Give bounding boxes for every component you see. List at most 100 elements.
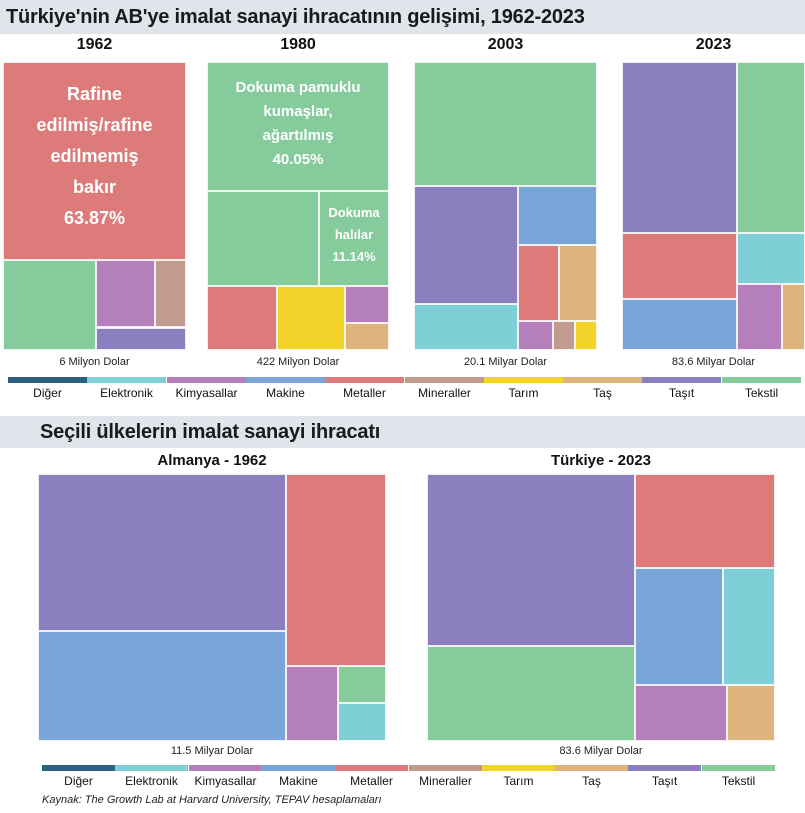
- legend-label-kimyasallar: Kimyasallar: [194, 774, 257, 788]
- section1-header: Türkiye'nin AB'ye imalat sanayi ihracatı…: [0, 0, 805, 34]
- treemap-cell-tas: [782, 284, 805, 350]
- treemap-cell-label-line: 40.05%: [272, 151, 324, 168]
- panel-title: 2023: [695, 36, 732, 53]
- total-label: 6 Milyon Dolar: [59, 356, 130, 368]
- treemap-cell-makine: [518, 186, 597, 245]
- legend-label-diger: Diğer: [64, 774, 93, 788]
- treemap-cell-tarim: [277, 286, 345, 350]
- legend-swatch-diger: [8, 377, 87, 383]
- legend-label-tas: Taş: [593, 386, 612, 400]
- treemap-2003: [414, 62, 597, 350]
- treemap-cell-elektronik: [338, 703, 386, 741]
- legend-label-diger: Diğer: [33, 386, 62, 400]
- legend-label-metaller: Metaller: [350, 774, 393, 788]
- legend-swatch-kimyasallar: [167, 377, 246, 383]
- treemap-1962: Rafine edilmiş/rafine edilmemiş bakır 63.87%: [3, 62, 186, 350]
- treemap-cell-label-line: kumaşlar,: [263, 103, 333, 120]
- total-label: 11.5 Milyar Dolar: [170, 745, 254, 757]
- legend-label-tas: Taş: [582, 774, 601, 788]
- legend-swatch-makine: [246, 377, 325, 383]
- panel-title: Türkiye - 2023: [550, 452, 652, 469]
- legend-label-tekstil: Tekstil: [744, 386, 779, 400]
- treemap-cell-kimyasallar: [635, 685, 727, 741]
- treemap-cell-kimyasallar: [286, 666, 338, 741]
- legend-swatch-tekstil: [702, 765, 775, 771]
- treemap-cell-tekstil: Dokuma pamuklu kumaşlar, ağartılmış 40.05%: [207, 62, 389, 191]
- legend-bottom: Diğer Elektronik Kimyasallar Makine Metaller…: [42, 765, 775, 789]
- treemap-cell-kimyasallar: [96, 260, 155, 327]
- treemap-cell-mineraller: [553, 321, 575, 350]
- legend-swatch-kimyasallar: [189, 765, 262, 771]
- legend-swatch-tasit: [628, 765, 701, 771]
- treemap-cell-metaller: [286, 474, 386, 666]
- treemap-cell-makine: [622, 299, 737, 350]
- treemap-cell-label-line: bakır: [72, 177, 117, 197]
- total-label: 20.1 Milyar Dolar: [463, 356, 548, 368]
- treemap-cell-metaller: [207, 286, 277, 350]
- section1-title: Türkiye'nin AB'ye imalat sanayi ihracatı…: [6, 6, 585, 28]
- treemap-cell-kimyasallar: [737, 284, 782, 350]
- legend-swatch-mineraller: [405, 377, 484, 383]
- section2-title: Seçili ülkelerin imalat sanayi ihracatı: [40, 421, 381, 443]
- source-note: Kaynak: The Growth Lab at Harvard Univer…: [42, 794, 382, 806]
- legend-swatch-tarim: [484, 377, 563, 383]
- legend-label-metaller: Metaller: [343, 386, 386, 400]
- treemap-cell-tas: [727, 685, 775, 741]
- treemap-cell-tekstil: [207, 191, 319, 286]
- legend-swatch-tarim: [482, 765, 555, 771]
- treemap-cell-label: Dokuma halılar 11.14%: [320, 202, 388, 268]
- treemap-cell-tasit: [414, 186, 518, 304]
- treemap-turkiye-2023: [427, 474, 775, 741]
- section2-header: Seçili ülkelerin imalat sanayi ihracatı: [0, 416, 805, 448]
- legend-top: Diğer Elektronik Kimyasallar Makine Metaller…: [8, 377, 801, 403]
- treemap-cell-metaller: [635, 474, 775, 568]
- treemap-cell-label-line: halılar: [334, 227, 374, 242]
- legend-label-elektronik: Elektronik: [100, 386, 153, 400]
- treemap-cell-elektronik: [723, 568, 775, 685]
- treemap-cell-tasit: [622, 62, 737, 233]
- treemap-cell-tekstil: [737, 62, 805, 233]
- legend-swatch-metaller: [325, 377, 404, 383]
- panel-title: 2003: [487, 36, 524, 53]
- treemap-cell-tekstil: Dokuma halılar 11.14%: [319, 191, 389, 286]
- treemap-cell-metaller: [622, 233, 737, 299]
- treemap-cell-label-line: 11.14%: [332, 249, 376, 264]
- treemap-cell-tarim: [575, 321, 597, 350]
- legend-label-mineraller: Mineraller: [419, 774, 472, 788]
- treemap-2023: [622, 62, 805, 350]
- treemap-cell-makine: [635, 568, 723, 685]
- treemap-cell-mineraller: [155, 260, 186, 327]
- legend-swatch-diger: [42, 765, 115, 771]
- legend-label-tekstil: Tekstil: [721, 774, 756, 788]
- legend-label-tasit: Taşıt: [651, 774, 678, 788]
- legend-swatch-makine: [262, 765, 335, 771]
- total-label: 83.6 Milyar Dolar: [671, 356, 756, 368]
- legend-label-makine: Makine: [266, 386, 305, 400]
- total-label: 422 Milyon Dolar: [256, 356, 340, 368]
- treemap-cell-metaller: [518, 245, 559, 321]
- treemap-cell-label-line: Dokuma: [328, 205, 380, 220]
- legend-swatch-elektronik: [115, 765, 188, 771]
- legend-swatch-elektronik: [87, 377, 166, 383]
- treemap-cell-tas: [345, 323, 389, 350]
- legend-label-elektronik: Elektronik: [125, 774, 178, 788]
- treemap-almanya-1962: [38, 474, 386, 741]
- legend-swatch-tekstil: [722, 377, 801, 383]
- treemap-cell-elektronik: [414, 304, 518, 350]
- legend-swatch-mineraller: [409, 765, 482, 771]
- treemap-cell-tasit: [96, 328, 186, 350]
- treemap-cell-label-line: 63.87%: [63, 208, 126, 228]
- legend-swatch-tasit: [642, 377, 721, 383]
- treemap-cell-tasit: [38, 474, 286, 631]
- panel-title: 1980: [280, 36, 316, 53]
- legend-swatch-tas: [563, 377, 642, 383]
- total-label: 83.6 Milyar Dolar: [559, 745, 643, 757]
- panel-title: Almanya - 1962: [157, 452, 267, 469]
- treemap-1980: Dokuma pamuklu kumaşlar, ağartılmış 40.05% D…: [207, 62, 389, 350]
- treemap-cell-label-line: edilmemiş: [50, 146, 139, 166]
- treemap-cell-tekstil: [3, 260, 96, 350]
- legend-label-mineraller: Mineraller: [418, 386, 471, 400]
- legend-swatch-tas: [555, 765, 628, 771]
- treemap-cell-label-line: ağartılmış: [262, 127, 334, 144]
- treemap-cell-kimyasallar: [345, 286, 389, 323]
